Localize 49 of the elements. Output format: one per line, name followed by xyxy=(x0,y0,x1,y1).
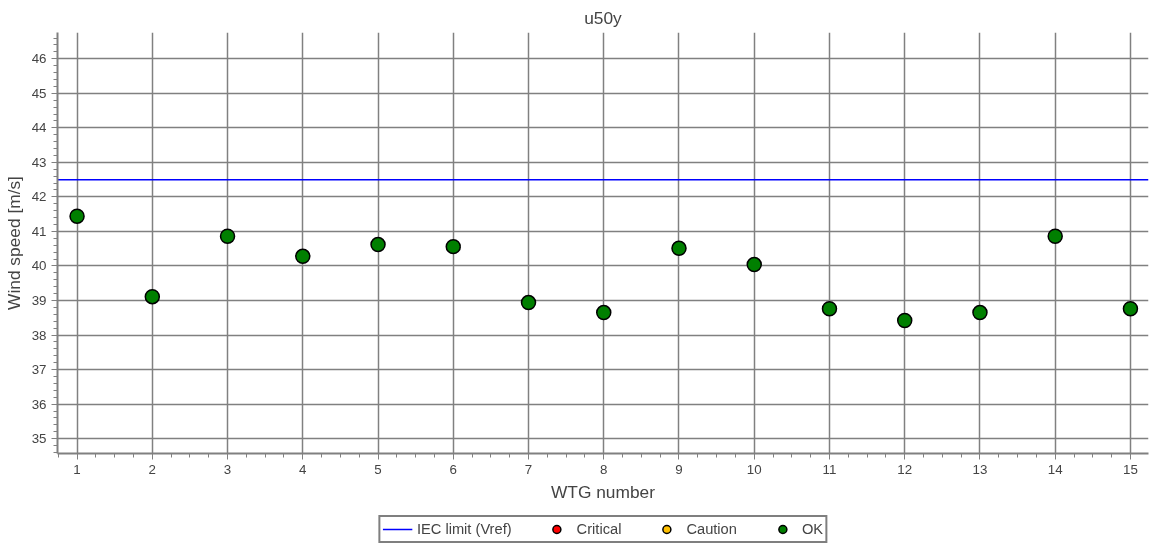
point xyxy=(219,228,236,244)
x-tick-label: 6 xyxy=(449,461,457,477)
x-tick-label: 12 xyxy=(897,461,913,477)
y-tick-label: 38 xyxy=(31,327,47,343)
point xyxy=(69,208,85,224)
point xyxy=(746,256,762,273)
x-tick-label: 15 xyxy=(1123,461,1138,477)
y-tick-label: 43 xyxy=(31,154,47,170)
x-tick-label: 11 xyxy=(822,461,837,477)
x-tick-label: 2 xyxy=(148,461,157,477)
x-tick-label: 9 xyxy=(675,461,683,477)
x-tick-label: 7 xyxy=(524,461,533,477)
legend-label: OK xyxy=(801,521,824,537)
y-tick-label: 42 xyxy=(31,189,47,205)
x-tick-label: 13 xyxy=(972,461,988,477)
point xyxy=(520,294,537,311)
x-tick-label: 1 xyxy=(73,461,81,477)
y-tick-label: 45 xyxy=(31,85,47,101)
point xyxy=(445,238,462,255)
point xyxy=(596,304,612,321)
x-tick-label: 4 xyxy=(299,461,308,477)
point xyxy=(1047,228,1063,244)
y-tick-label: 36 xyxy=(31,396,47,412)
y-axis-title: Wind speed [m/s] xyxy=(3,176,24,310)
y-tick-label: 41 xyxy=(31,223,47,239)
x-tick-label: 3 xyxy=(223,461,232,477)
point xyxy=(972,304,988,321)
x-tick-label: 10 xyxy=(746,461,762,477)
y-tick-label: 40 xyxy=(31,258,47,274)
point xyxy=(821,301,838,317)
point xyxy=(370,236,386,253)
x-tick-label: 8 xyxy=(600,461,608,477)
y-tick-label: 39 xyxy=(31,293,47,308)
point xyxy=(1122,301,1139,317)
x-axis-title: WTG number xyxy=(551,481,656,502)
point xyxy=(671,240,687,257)
legend-label: IEC limit (Vref) xyxy=(416,521,512,537)
y-tick-label: 37 xyxy=(31,362,47,378)
chart-title: u50y xyxy=(584,7,623,28)
legend-label: Critical xyxy=(576,521,622,537)
point xyxy=(896,312,913,329)
point xyxy=(144,288,161,305)
x-tick-label: 5 xyxy=(374,461,382,477)
point xyxy=(295,248,311,265)
y-tick-label: 44 xyxy=(31,120,48,136)
legend-label: Caution xyxy=(686,521,737,537)
y-tick-label: 46 xyxy=(31,51,47,67)
y-tick-label: 35 xyxy=(31,431,47,447)
x-tick-label: 14 xyxy=(1047,461,1064,477)
